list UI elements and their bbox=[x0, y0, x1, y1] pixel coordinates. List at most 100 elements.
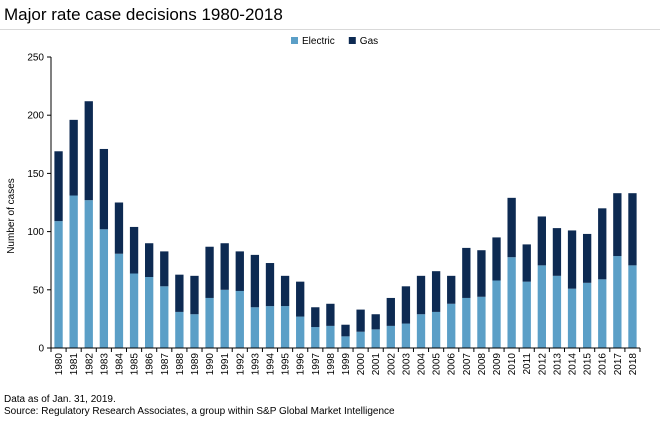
title-divider bbox=[0, 29, 660, 30]
x-tick-label: 2007 bbox=[462, 353, 473, 376]
x-tick-label: 1993 bbox=[250, 353, 261, 376]
x-tick-label: 1991 bbox=[220, 353, 231, 376]
bar-electric-1987 bbox=[160, 286, 169, 348]
x-tick-label: 1996 bbox=[296, 353, 307, 376]
bar-electric-1984 bbox=[114, 253, 124, 348]
y-axis-label: Number of cases bbox=[6, 178, 17, 254]
bar-gas-2013 bbox=[552, 228, 562, 276]
x-tick-label: 1984 bbox=[114, 353, 125, 376]
data-as-of-note: Data as of Jan. 31, 2019. bbox=[4, 394, 116, 405]
bar-electric-2012 bbox=[537, 265, 546, 348]
bar-gas-2007 bbox=[462, 247, 471, 298]
x-tick-label: 1999 bbox=[341, 353, 352, 376]
bar-gas-2002 bbox=[386, 297, 395, 326]
x-tick-label: 2005 bbox=[432, 353, 443, 376]
bar-electric-2007 bbox=[462, 297, 471, 348]
legend-swatch-electric bbox=[291, 37, 298, 44]
bar-electric-1983 bbox=[99, 229, 109, 348]
bar-electric-1980 bbox=[54, 221, 63, 348]
bar-electric-1985 bbox=[129, 273, 139, 348]
bar-electric-2010 bbox=[507, 257, 516, 348]
bar-electric-1995 bbox=[280, 306, 290, 348]
bar-electric-1990 bbox=[205, 297, 214, 348]
stacked-bar-chart: Electric Gas 0 50 100 150 200 250 1980 1981 1982… bbox=[6, 36, 641, 376]
y-tick-label: 250 bbox=[27, 53, 44, 64]
bar-electric-2015 bbox=[582, 282, 592, 348]
bar-electric-1992 bbox=[235, 290, 244, 348]
bar-electric-1986 bbox=[145, 277, 154, 348]
x-tick-label: 2011 bbox=[522, 353, 533, 375]
x-tick-label: 1980 bbox=[54, 353, 65, 376]
y-axis: 0 50 100 150 200 250 bbox=[27, 53, 52, 355]
bar-electric-1999 bbox=[341, 336, 350, 348]
bar-electric-1994 bbox=[265, 306, 275, 348]
bar-gas-2001 bbox=[371, 314, 380, 330]
x-tick-label: 2014 bbox=[568, 353, 579, 376]
bar-electric-2013 bbox=[552, 275, 562, 348]
bar-gas-1995 bbox=[280, 275, 290, 307]
bar-electric-2018 bbox=[628, 265, 637, 348]
bar-gas-1996 bbox=[296, 281, 305, 317]
bar-gas-2018 bbox=[628, 193, 637, 266]
bar-electric-1996 bbox=[296, 316, 305, 348]
bar-gas-1988 bbox=[175, 274, 184, 312]
bar-gas-1984 bbox=[114, 202, 124, 254]
bar-electric-1991 bbox=[220, 289, 229, 348]
legend-label-electric: Electric bbox=[302, 36, 335, 47]
x-tick-label: 2012 bbox=[537, 353, 548, 376]
bar-gas-1986 bbox=[145, 243, 154, 277]
bar-gas-1990 bbox=[205, 246, 214, 298]
bars bbox=[54, 101, 637, 348]
bar-gas-2010 bbox=[507, 197, 516, 258]
bar-gas-1989 bbox=[190, 275, 199, 315]
x-tick-label: 2013 bbox=[552, 353, 563, 376]
y-tick-label: 150 bbox=[27, 169, 44, 180]
bar-gas-2006 bbox=[447, 275, 456, 304]
y-tick-label: 200 bbox=[27, 111, 44, 122]
x-tick-label: 1990 bbox=[205, 353, 216, 376]
bar-electric-2004 bbox=[416, 314, 426, 348]
x-tick-label: 1994 bbox=[265, 353, 276, 376]
bar-gas-2017 bbox=[613, 193, 622, 257]
chart-title: Major rate case decisions 1980-2018 bbox=[4, 5, 283, 24]
y-tick-label: 100 bbox=[27, 227, 44, 238]
bar-gas-2004 bbox=[416, 275, 426, 315]
x-tick-label: 1997 bbox=[311, 353, 322, 376]
x-tick-label: 2000 bbox=[356, 353, 367, 376]
bar-electric-1981 bbox=[69, 195, 78, 348]
bar-electric-2011 bbox=[522, 281, 531, 348]
bar-electric-1993 bbox=[250, 307, 260, 348]
bar-electric-2000 bbox=[356, 331, 365, 348]
x-tick-label: 2004 bbox=[417, 353, 428, 376]
x-tick-label: 1998 bbox=[326, 353, 337, 376]
bar-gas-1987 bbox=[160, 251, 169, 287]
x-tick-label: 2003 bbox=[401, 353, 412, 376]
bar-gas-2015 bbox=[582, 233, 592, 283]
bar-gas-2009 bbox=[492, 237, 501, 281]
x-tick-label: 1989 bbox=[190, 353, 201, 376]
x-tick-label: 2008 bbox=[477, 353, 488, 376]
bar-gas-2012 bbox=[537, 216, 546, 266]
bar-electric-2005 bbox=[431, 311, 441, 348]
bar-electric-2017 bbox=[613, 256, 622, 348]
bar-gas-1983 bbox=[99, 148, 109, 230]
bar-gas-1998 bbox=[326, 303, 335, 326]
bar-gas-1985 bbox=[129, 226, 139, 274]
x-tick-label: 2016 bbox=[598, 353, 609, 376]
bar-electric-2001 bbox=[371, 329, 380, 348]
x-tick-label: 1987 bbox=[160, 353, 171, 376]
bar-electric-2002 bbox=[386, 325, 395, 348]
x-tick-label: 2009 bbox=[492, 353, 503, 376]
y-tick-label: 0 bbox=[38, 344, 44, 355]
bar-gas-1981 bbox=[69, 119, 78, 196]
bar-electric-1982 bbox=[84, 200, 93, 348]
x-tick-label: 2006 bbox=[447, 353, 458, 376]
bar-electric-1989 bbox=[190, 314, 199, 348]
x-tick-label: 2017 bbox=[613, 353, 624, 376]
legend-swatch-gas bbox=[348, 37, 356, 44]
x-tick-label: 1983 bbox=[99, 353, 110, 376]
bar-gas-1982 bbox=[84, 101, 93, 201]
bar-electric-1998 bbox=[326, 325, 335, 348]
x-tick-label: 2010 bbox=[507, 353, 518, 376]
bar-gas-2014 bbox=[567, 230, 577, 289]
